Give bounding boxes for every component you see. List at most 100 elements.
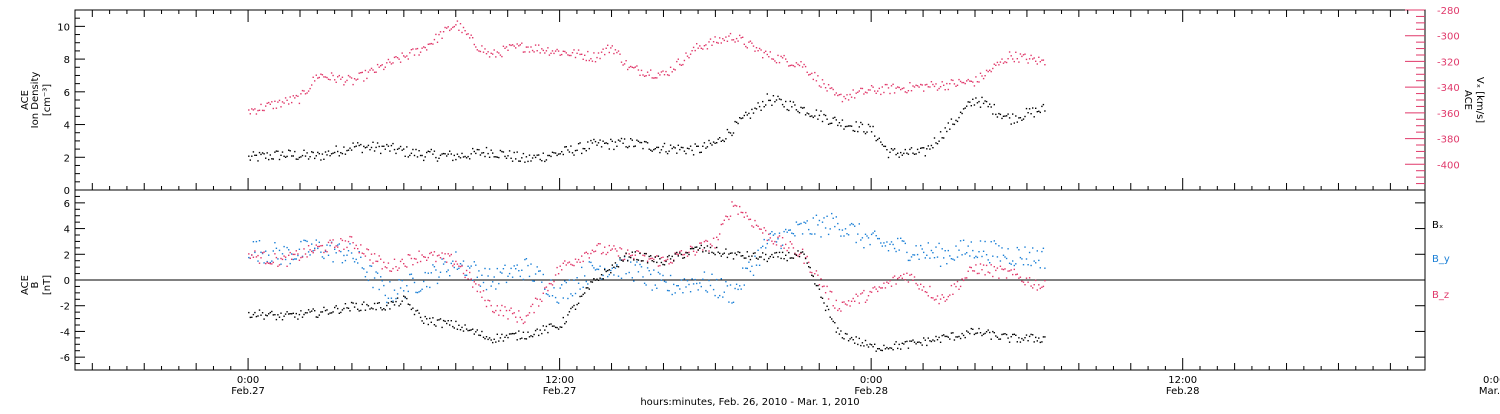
bz-point xyxy=(984,274,986,276)
by-point xyxy=(717,296,719,299)
bz-point xyxy=(554,274,557,276)
by-point xyxy=(938,242,940,245)
bz-point xyxy=(834,307,836,309)
bx-point xyxy=(619,257,621,259)
ion-density-point xyxy=(510,157,512,159)
ion-density-point xyxy=(956,120,959,123)
vx-point xyxy=(786,61,788,63)
ion-density-point xyxy=(470,153,472,155)
vx-point xyxy=(1025,58,1028,61)
bz-point xyxy=(301,256,304,258)
by-point xyxy=(898,249,900,251)
ion-density-point xyxy=(843,128,845,130)
ion-density-point xyxy=(571,152,574,154)
by-point xyxy=(735,283,738,285)
bz-point xyxy=(990,264,992,266)
bx-point xyxy=(599,277,601,279)
ion-density-point xyxy=(614,141,617,143)
bottom-left-tick-label: 0 xyxy=(64,276,70,287)
top-right-ylabel: ACE Vₓ [km/s] xyxy=(1462,77,1485,123)
bz-point xyxy=(579,261,581,263)
vx-point xyxy=(689,53,692,55)
bz-point xyxy=(255,256,258,258)
bx-point xyxy=(364,309,367,311)
ion-density-point xyxy=(984,100,986,102)
vx-point xyxy=(636,65,638,67)
vx-point xyxy=(346,79,348,82)
vx-point xyxy=(985,69,988,72)
bx-point xyxy=(570,307,572,310)
vx-point xyxy=(843,95,845,98)
bx-point xyxy=(317,316,319,318)
vx-point xyxy=(597,52,600,54)
bx-point xyxy=(972,328,974,330)
ion-density-point xyxy=(685,152,687,155)
by-point xyxy=(817,224,819,226)
legend-bx: Bₓ xyxy=(1432,220,1443,231)
vx-point xyxy=(556,48,558,51)
ion-density-point xyxy=(706,146,709,148)
by-point xyxy=(835,216,837,218)
bx-point xyxy=(378,302,380,304)
ion-density-point xyxy=(996,116,999,118)
by-point xyxy=(423,280,425,283)
by-point xyxy=(757,249,759,251)
by-point xyxy=(452,260,454,262)
by-point xyxy=(366,271,368,273)
by-point xyxy=(268,254,270,256)
bx-point xyxy=(496,333,498,335)
by-point xyxy=(950,258,953,260)
vx-point xyxy=(1033,57,1035,59)
bz-point xyxy=(732,205,735,207)
vx-point xyxy=(913,86,916,88)
bz-point xyxy=(274,253,276,255)
bz-point xyxy=(553,280,555,283)
bx-point xyxy=(611,264,613,266)
bx-point xyxy=(772,256,775,258)
bz-point xyxy=(679,250,681,253)
bx-point xyxy=(783,258,785,260)
bz-point xyxy=(996,267,999,269)
by-point xyxy=(709,284,712,287)
top-left-ylabel-line2: Ion Density xyxy=(30,72,41,129)
bx-point xyxy=(666,256,669,258)
bz-point xyxy=(668,263,670,265)
vx-point xyxy=(277,101,279,103)
bx-point xyxy=(623,255,626,257)
ion-density-point xyxy=(453,154,455,157)
bz-point xyxy=(898,276,900,279)
bx-point xyxy=(597,279,600,281)
vx-point xyxy=(557,50,560,52)
bz-point xyxy=(608,244,610,247)
by-point xyxy=(643,282,646,284)
vx-point xyxy=(320,73,322,75)
bx-point xyxy=(829,316,831,318)
ion-density-point xyxy=(631,139,633,141)
by-point xyxy=(872,232,874,234)
vx-point xyxy=(901,87,903,90)
bz-point xyxy=(734,204,736,207)
bz-point xyxy=(587,252,589,255)
by-point xyxy=(990,241,992,243)
ion-density-point xyxy=(659,151,661,154)
bx-point xyxy=(289,313,291,315)
vx-point xyxy=(553,52,555,55)
bx-point xyxy=(582,293,584,296)
ion-density-point xyxy=(562,153,564,156)
bz-point xyxy=(289,251,291,254)
bx-point xyxy=(538,334,540,337)
by-point xyxy=(478,270,480,272)
by-point xyxy=(677,285,679,287)
vx-point xyxy=(465,33,468,36)
vx-point xyxy=(751,42,753,44)
ion-density-point xyxy=(880,141,882,143)
bz-point xyxy=(696,251,698,253)
bz-point xyxy=(1008,270,1011,272)
by-point xyxy=(923,251,925,254)
by-point xyxy=(654,284,656,286)
bx-point xyxy=(490,339,492,341)
bx-point xyxy=(505,334,508,337)
bx-point xyxy=(823,302,825,304)
vx-point xyxy=(554,50,557,52)
vx-point xyxy=(742,36,744,38)
